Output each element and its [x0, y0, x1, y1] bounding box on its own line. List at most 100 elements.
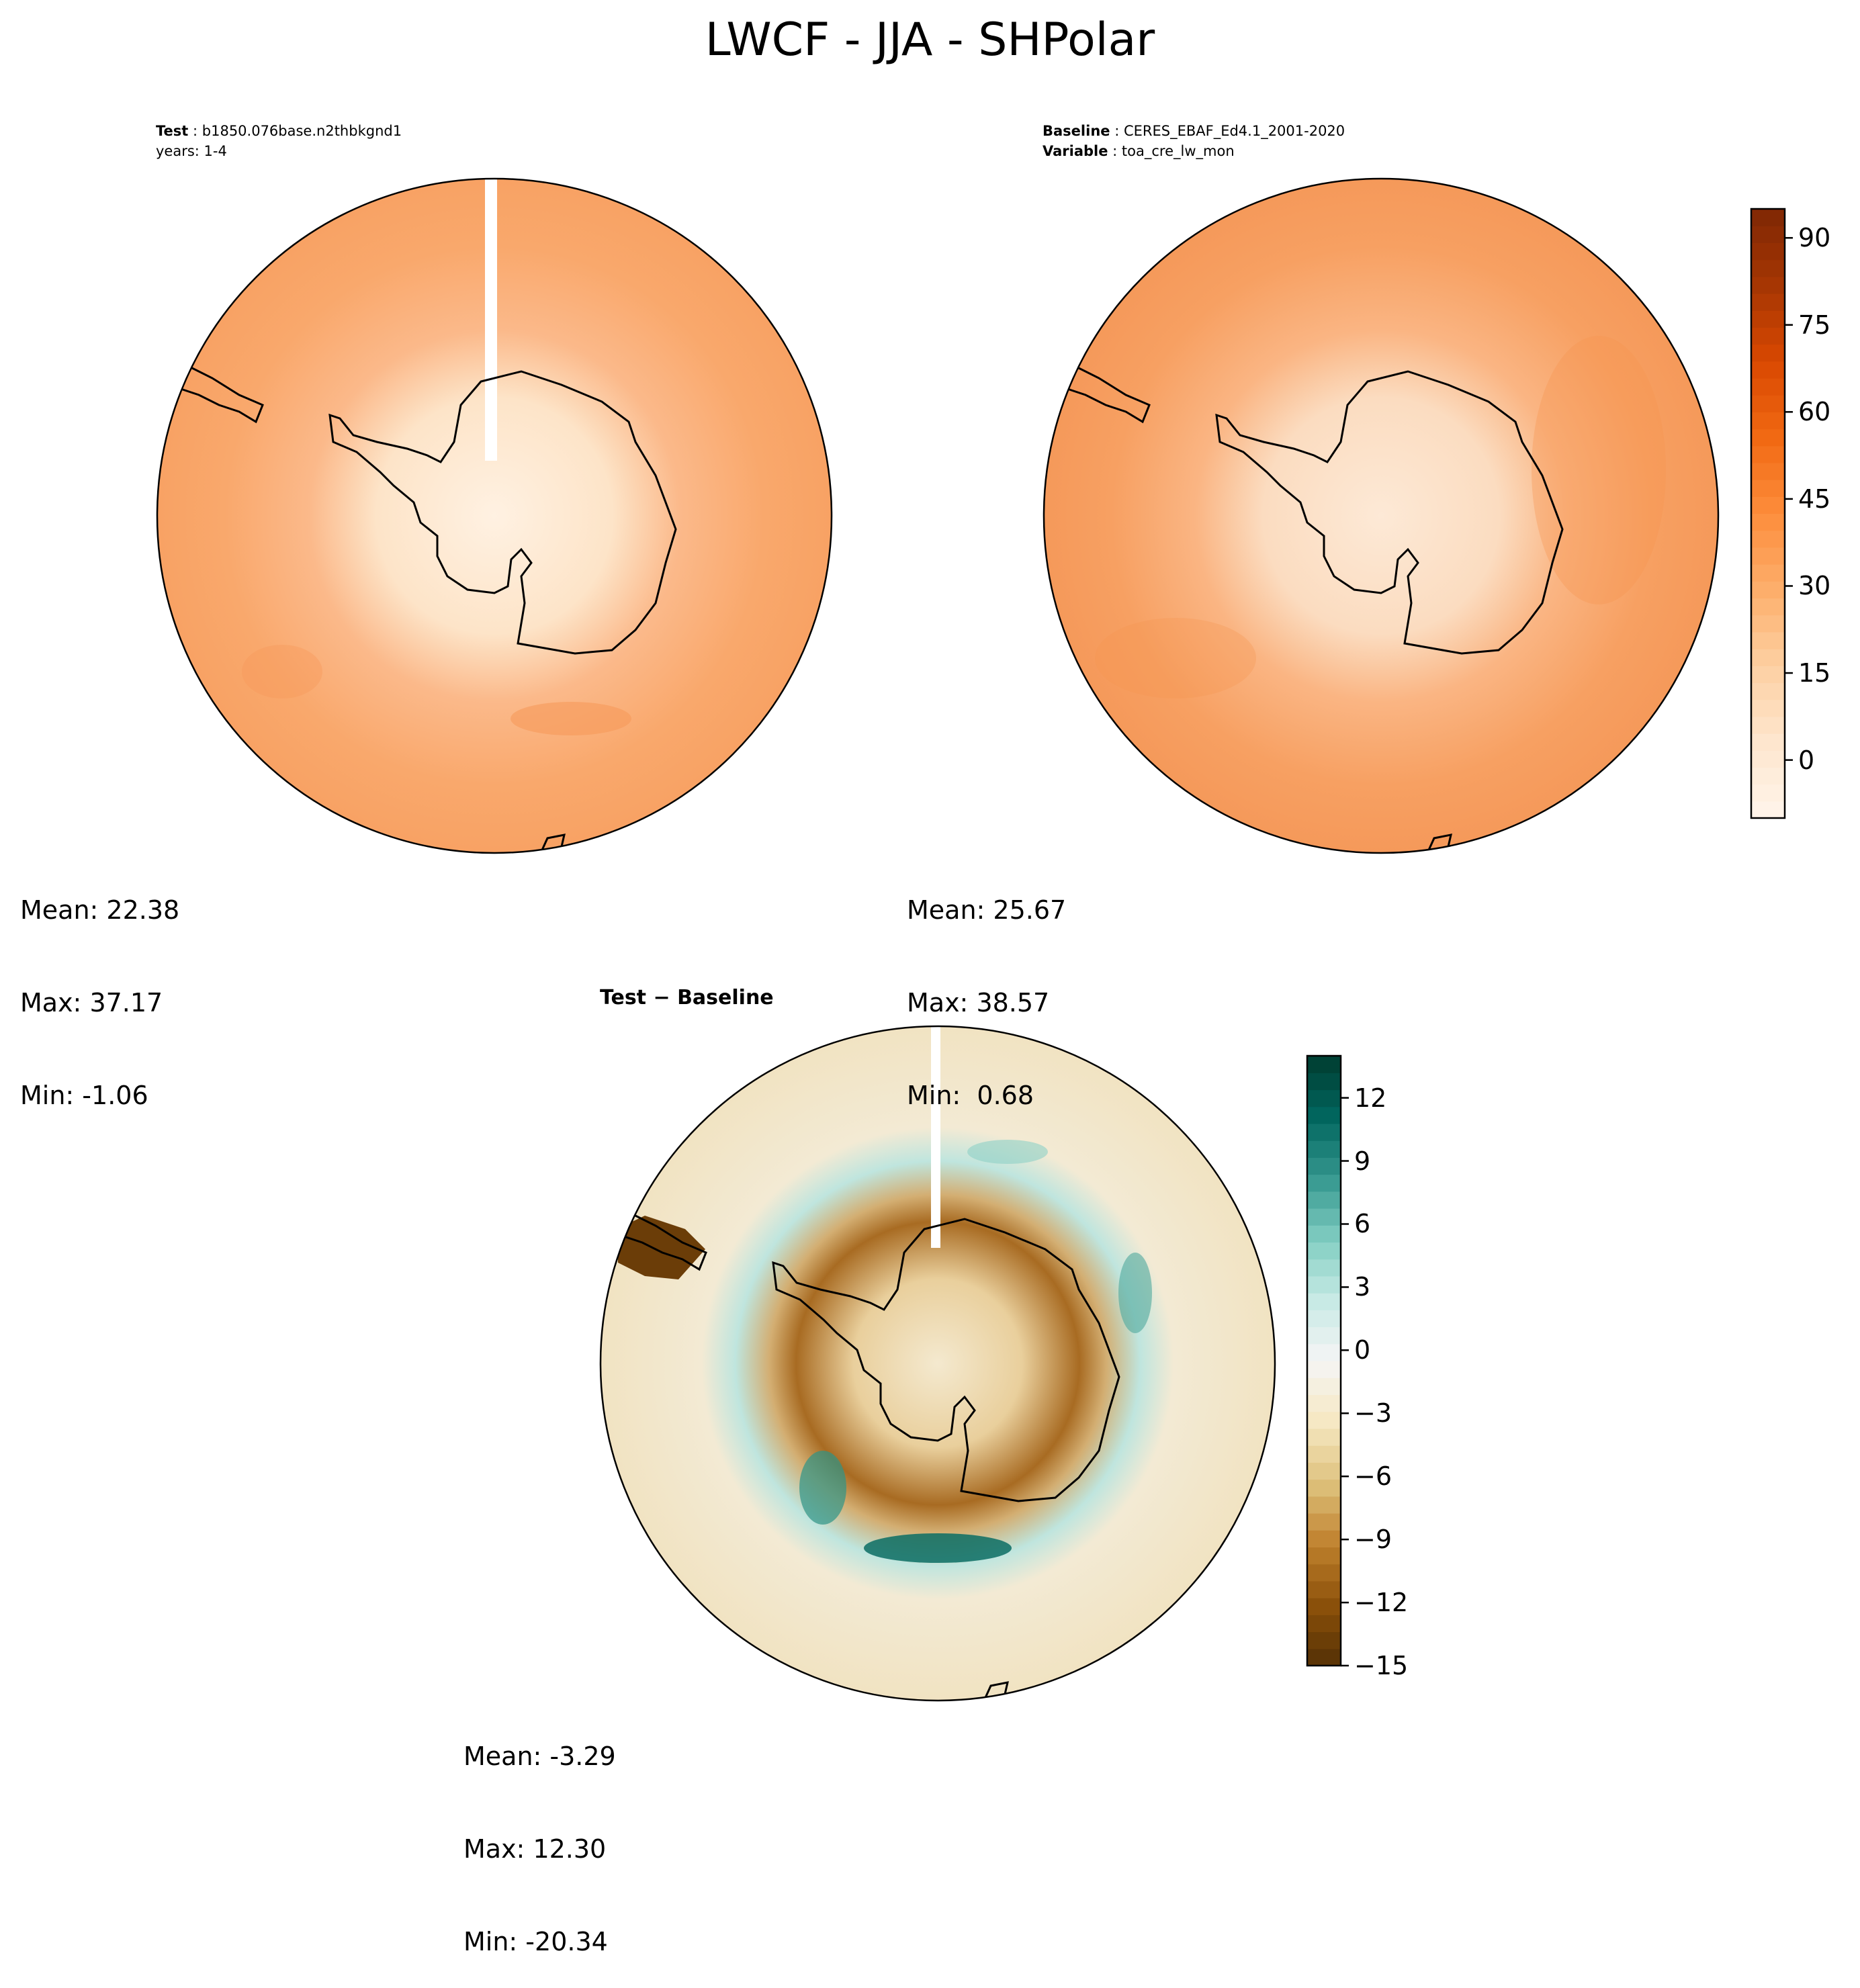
colorbar-tick-label: −9 [1354, 1525, 1392, 1555]
colorbar-segment [1307, 1208, 1341, 1226]
colorbar-segment [1751, 293, 1785, 311]
baseline-min: Min: 0.68 [907, 1081, 1034, 1110]
colorbar-segment [1751, 377, 1785, 396]
colorbar-segment [1751, 395, 1785, 412]
colorbar-segment [1751, 666, 1785, 684]
colorbar-segment [1751, 767, 1785, 785]
baseline-name: CERES_EBAF_Ed4.1_2001-2020 [1123, 123, 1345, 139]
colorbar-segment [1307, 1225, 1341, 1243]
colorbar-tick-label: 60 [1798, 397, 1831, 427]
colorbar-segment [1307, 1293, 1341, 1310]
colorbar-segment [1751, 801, 1785, 819]
colorbar-segment [1307, 1073, 1341, 1091]
colorbar-segment [1751, 784, 1785, 802]
colorbar-tick-label: 0 [1798, 745, 1815, 775]
colorbar-tick-label: −12 [1354, 1588, 1409, 1618]
diff-title: Test − Baseline [600, 986, 774, 1009]
colorbar-segment [1307, 1580, 1341, 1598]
diff-stats: Mean: -3.29 Max: 12.30 Min: -20.34 [463, 1679, 616, 1988]
colorbar-segment [1751, 699, 1785, 717]
colorbar-tick-label: 45 [1798, 484, 1831, 514]
colorbar-segment [1751, 310, 1785, 328]
colorbar-segment [1751, 445, 1785, 463]
colorbar-segment [1751, 242, 1785, 261]
colorbar-segment [1307, 1631, 1341, 1650]
colorbar-segment [1751, 615, 1785, 633]
colorbar-segment [1751, 547, 1785, 565]
colorbar-segment [1307, 1428, 1341, 1446]
colorbar-tick-label: −15 [1354, 1651, 1409, 1680]
colorbar-segment [1307, 1361, 1341, 1378]
test-max: Max: 37.17 [20, 988, 163, 1018]
colorbar-segment [1751, 344, 1785, 362]
figure-canvas [156, 177, 1793, 1702]
colorbar-segment [1307, 1564, 1341, 1582]
colorbar-segment [1307, 1615, 1341, 1633]
test-min: Min: -1.06 [20, 1081, 148, 1110]
baseline-max: Max: 38.57 [907, 988, 1050, 1018]
colorbar-segment [1751, 276, 1785, 294]
diff-min: Min: -20.34 [463, 1927, 608, 1956]
colorbar-segment [1751, 496, 1785, 514]
colorbar-tick-label: 3 [1354, 1272, 1371, 1302]
colorbar-frame [1306, 1054, 1342, 1667]
colorbar-segment [1751, 750, 1785, 768]
diff-mean: Mean: -3.29 [463, 1742, 616, 1771]
colorbar-segment [1751, 564, 1785, 582]
colorbar-tick-label: 6 [1354, 1209, 1371, 1239]
colorbar-segment [1751, 649, 1785, 666]
colorbar-segment [1307, 1123, 1341, 1141]
diff-title-sep: − [646, 986, 678, 1009]
test-label: Test [156, 123, 189, 139]
colorbar-segment [1307, 1648, 1341, 1666]
colorbar-segment [1307, 1394, 1341, 1412]
colorbar-segment [1307, 1191, 1341, 1209]
colorbar-segment [1307, 1547, 1341, 1565]
colorbar-tick-label: 75 [1798, 310, 1831, 340]
variable-label: Variable [1043, 143, 1108, 159]
baseline-header: Baseline : CERES_EBAF_Ed4.1_2001-2020 Va… [1043, 123, 1345, 159]
colorbar-segment [1307, 1411, 1341, 1429]
colorbar-segment [1751, 361, 1785, 379]
colorbar-segment [1307, 1343, 1341, 1361]
colorbar-segment [1751, 631, 1785, 649]
colorbar-segment [1307, 1326, 1341, 1345]
colorbar-segment [1751, 581, 1785, 599]
colorbar-tick-label: −3 [1354, 1398, 1392, 1429]
colorbar-segment [1307, 1089, 1341, 1108]
colorbar-tick-label: 0 [1354, 1335, 1371, 1365]
colorbar-segment [1751, 480, 1785, 497]
baseline-map [1043, 177, 1720, 854]
colorbar-segment [1307, 1106, 1341, 1124]
test-case-name: b1850.076base.n2thbkgnd1 [202, 123, 402, 139]
colorbar-segment [1751, 598, 1785, 616]
colorbar-segment [1751, 462, 1785, 480]
colorbar-tick-label: 90 [1798, 223, 1831, 253]
colorbar-main [1750, 208, 1793, 819]
colorbar-segment [1751, 327, 1785, 345]
colorbar-segment [1307, 1157, 1341, 1175]
colorbar-tick-label: −6 [1354, 1461, 1392, 1492]
test-years: years: 1-4 [156, 143, 227, 159]
diff-map [599, 1025, 1276, 1702]
colorbar-segment [1307, 1259, 1341, 1277]
colorbar-tick-label: 30 [1798, 571, 1831, 601]
colorbar-segment [1307, 1445, 1341, 1463]
colorbar-segment [1751, 259, 1785, 277]
colorbar-frame [1750, 208, 1786, 819]
colorbar-segment [1307, 1056, 1341, 1073]
colorbar-tick-label: 9 [1354, 1146, 1371, 1176]
colorbar-segment [1751, 209, 1785, 226]
colorbar-segment [1307, 1479, 1341, 1497]
figure-title: LWCF - JJA - SHPolar [705, 13, 1155, 66]
baseline-stats: Mean: 25.67 Max: 38.57 Min: 0.68 [907, 833, 1066, 1142]
colorbar-segment [1307, 1140, 1341, 1158]
colorbar-segment [1307, 1513, 1341, 1531]
baseline-label: Baseline [1043, 123, 1110, 139]
colorbar-segment [1307, 1377, 1341, 1396]
colorbar-segment [1307, 1310, 1341, 1328]
colorbar-segment [1307, 1598, 1341, 1615]
colorbar-segment [1307, 1530, 1341, 1548]
diff-max: Max: 12.30 [463, 1834, 607, 1864]
colorbar-segment [1307, 1275, 1341, 1294]
